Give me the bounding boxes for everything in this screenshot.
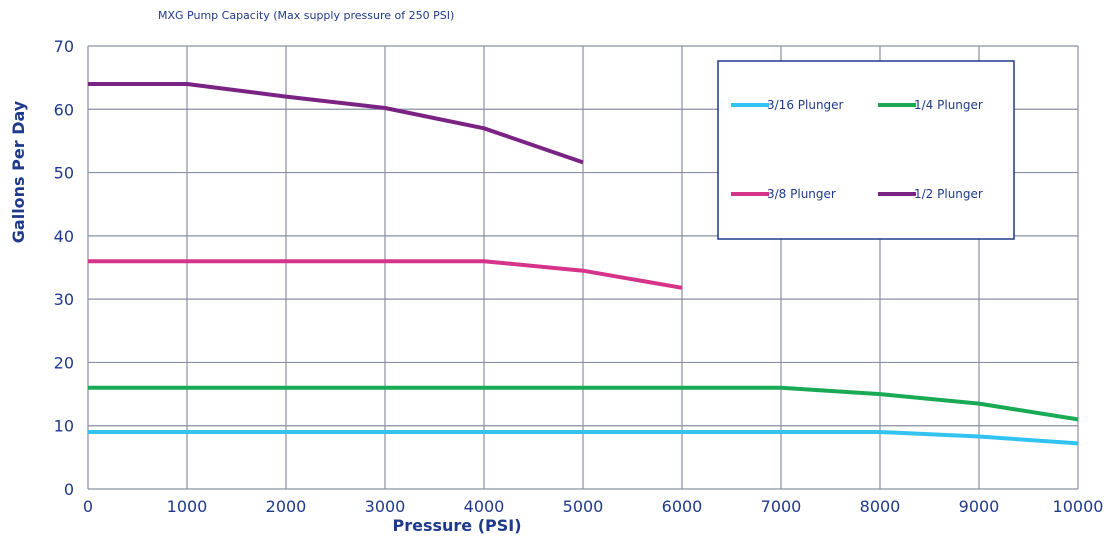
x-axis-title: Pressure (PSI) [392,516,521,535]
x-tick-label: 3000 [365,497,406,516]
chart-title: MXG Pump Capacity (Max supply pressure o… [158,9,454,22]
y-tick-label: 50 [54,164,74,183]
x-tick-label: 4000 [464,497,505,516]
y-tick-label: 30 [54,290,74,309]
legend-label: 1/2 Plunger [914,187,983,201]
x-axis-ticks: 0 1000 2000 3000 4000 5000 6000 7000 8000 9000 100… [83,497,1104,516]
x-tick-label: 2000 [266,497,307,516]
y-tick-label: 20 [54,353,74,372]
x-tick-label: 6000 [662,497,703,516]
series-line-2 [88,385,1079,422]
y-axis-title: Gallons Per Day [9,100,28,243]
x-tick-label: 8000 [860,497,901,516]
x-tick-label: 10000 [1053,497,1104,516]
series-line-3 [88,259,683,290]
series-line-1 [88,430,1079,446]
x-tick-label: 7000 [761,497,802,516]
legend: 3/16 Plunger 1/4 Plunger 3/8 Plunger 1/2 Pl… [717,60,1015,240]
grid [87,45,1079,490]
legend-box [717,60,1015,240]
x-tick-label: 9000 [959,497,1000,516]
x-tick-label: 0 [83,497,93,516]
legend-label: 3/8 Plunger [767,187,836,201]
x-tick-label: 5000 [563,497,604,516]
y-tick-label: 0 [64,480,74,499]
series-lines [88,82,1079,446]
y-tick-label: 70 [54,37,74,56]
y-axis-ticks: 0 10 20 30 40 50 60 70 [54,37,74,499]
legend-label: 1/4 Plunger [914,98,983,112]
y-tick-label: 60 [54,100,74,119]
legend-label: 3/16 Plunger [767,98,844,112]
y-tick-label: 10 [54,417,74,436]
y-tick-label: 40 [54,227,74,246]
series-line-4 [88,82,584,165]
x-tick-label: 1000 [167,497,208,516]
